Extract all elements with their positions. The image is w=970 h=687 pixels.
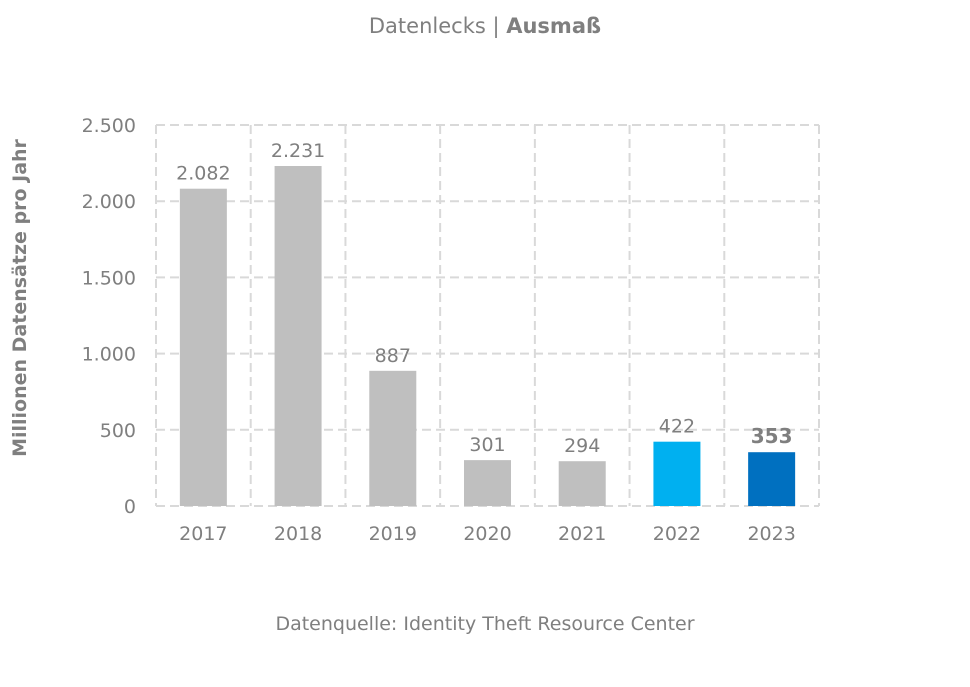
bars-layer	[179, 165, 796, 507]
bar-2017	[179, 188, 227, 507]
y-tick-label: 1.000	[82, 344, 136, 366]
data-label-2019: 887	[375, 345, 411, 367]
labels-layer: 2.082 2.231 887 301 294 422 353	[176, 140, 792, 457]
data-label-2021: 294	[564, 435, 600, 457]
y-tick-label: 2.500	[82, 115, 136, 137]
chart-title-bold: Ausmaß	[506, 14, 602, 38]
axis-layer: 0 500 1.000 1.500 2.000 2.500 2017 2018 2019 2020…	[82, 115, 796, 545]
grid-layer	[155, 124, 820, 507]
bar-2021	[558, 461, 606, 506]
data-label-2022: 422	[659, 416, 695, 438]
bar-2022	[653, 441, 701, 506]
y-tick-label: 0	[124, 496, 136, 518]
x-tick-label: 2022	[653, 523, 701, 545]
y-axis-title: Millionen Datensätze pro Jahr	[9, 138, 31, 456]
data-label-2023: 353	[751, 424, 793, 448]
chart-title-separator: |	[485, 14, 507, 38]
x-tick-label: 2019	[369, 523, 417, 545]
y-tick-label: 1.500	[82, 267, 136, 289]
x-tick-label: 2023	[747, 523, 795, 545]
y-tick-label: 2.000	[82, 191, 136, 213]
y-tick-label: 500	[100, 420, 136, 442]
x-tick-label: 2021	[558, 523, 606, 545]
chart-title: Datenlecks | Ausmaß	[0, 14, 970, 38]
bar-2019	[369, 370, 417, 506]
x-tick-label: 2017	[179, 523, 227, 545]
x-tick-label: 2018	[274, 523, 322, 545]
bar-2018	[274, 165, 322, 506]
source-note: Datenquelle: Identity Theft Resource Cen…	[275, 613, 695, 635]
data-label-2018: 2.231	[271, 140, 325, 162]
bar-2020	[464, 460, 511, 506]
bar-2023	[748, 452, 796, 506]
x-tick-label: 2020	[463, 523, 511, 545]
data-label-2017: 2.082	[176, 163, 230, 185]
chart-title-main: Datenlecks	[368, 14, 486, 38]
data-label-2020: 301	[469, 434, 505, 456]
